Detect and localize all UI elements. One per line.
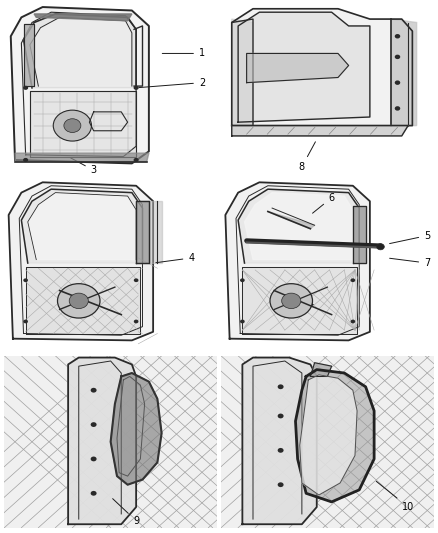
Text: 4: 4 [156, 253, 194, 263]
Polygon shape [391, 19, 417, 126]
Polygon shape [30, 18, 132, 86]
Text: 3: 3 [71, 158, 97, 175]
Polygon shape [111, 373, 162, 484]
Polygon shape [26, 266, 140, 334]
Polygon shape [11, 7, 149, 164]
Polygon shape [232, 19, 253, 126]
Circle shape [23, 86, 28, 90]
Circle shape [278, 384, 283, 389]
Circle shape [350, 278, 355, 282]
Polygon shape [268, 212, 314, 229]
Polygon shape [311, 363, 332, 376]
Text: 9: 9 [113, 499, 139, 526]
Polygon shape [9, 182, 153, 341]
Circle shape [134, 278, 138, 282]
Circle shape [91, 388, 97, 393]
Text: 2: 2 [139, 78, 205, 87]
Polygon shape [242, 266, 357, 334]
Polygon shape [238, 189, 359, 263]
Polygon shape [238, 12, 370, 122]
Circle shape [91, 422, 97, 427]
Polygon shape [30, 91, 136, 157]
Circle shape [395, 55, 400, 59]
Circle shape [134, 320, 138, 324]
Circle shape [64, 119, 81, 133]
Polygon shape [24, 14, 136, 88]
Polygon shape [34, 14, 132, 21]
Text: 7: 7 [390, 258, 431, 268]
Circle shape [69, 293, 88, 309]
Polygon shape [300, 375, 357, 495]
Text: 8: 8 [299, 142, 315, 172]
Polygon shape [247, 53, 349, 83]
Circle shape [23, 320, 28, 324]
Circle shape [278, 482, 283, 487]
Polygon shape [21, 189, 142, 263]
Polygon shape [296, 369, 374, 502]
Polygon shape [232, 126, 408, 136]
Circle shape [282, 293, 301, 309]
Circle shape [377, 244, 384, 250]
Circle shape [91, 457, 97, 462]
Circle shape [23, 278, 28, 282]
Circle shape [240, 320, 245, 324]
Polygon shape [244, 192, 353, 260]
Text: 10: 10 [376, 481, 414, 512]
Polygon shape [226, 182, 370, 341]
Polygon shape [24, 24, 34, 86]
Circle shape [278, 448, 283, 453]
Text: 6: 6 [313, 193, 335, 213]
Circle shape [91, 491, 97, 496]
Circle shape [23, 158, 28, 162]
Text: 4: 4 [299, 289, 314, 309]
Polygon shape [232, 9, 412, 126]
Circle shape [57, 284, 100, 318]
Polygon shape [242, 358, 317, 524]
Text: 5: 5 [389, 231, 431, 244]
Polygon shape [353, 206, 366, 263]
Polygon shape [68, 358, 136, 524]
Circle shape [270, 284, 312, 318]
Circle shape [134, 158, 139, 162]
Polygon shape [149, 201, 162, 263]
Circle shape [350, 320, 355, 324]
Polygon shape [136, 201, 149, 263]
Circle shape [395, 80, 400, 85]
Polygon shape [15, 153, 149, 161]
Circle shape [278, 414, 283, 418]
Text: 1: 1 [162, 49, 205, 59]
Circle shape [53, 110, 92, 141]
Polygon shape [28, 192, 136, 260]
Circle shape [134, 86, 139, 90]
Circle shape [240, 278, 245, 282]
Circle shape [395, 34, 400, 38]
Circle shape [395, 106, 400, 111]
